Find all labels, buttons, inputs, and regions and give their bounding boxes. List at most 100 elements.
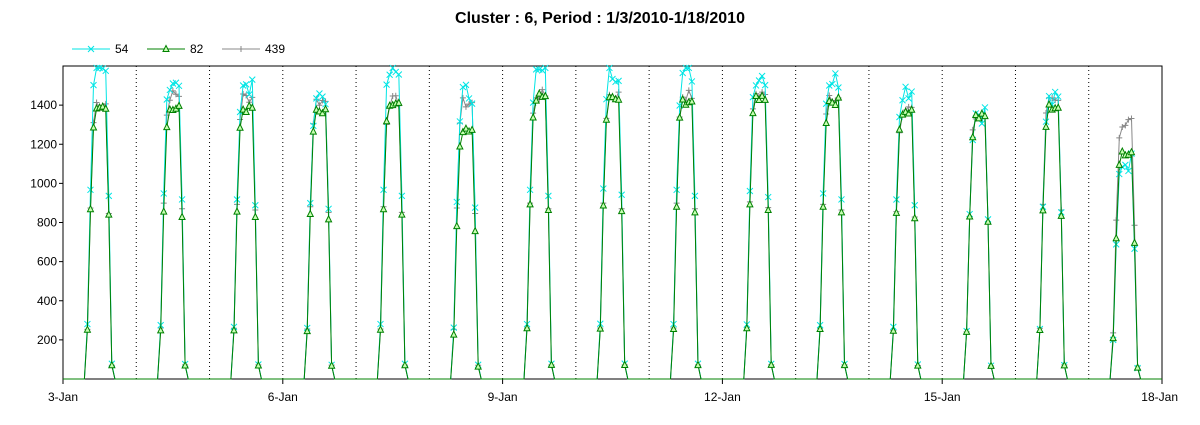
data-point [382, 116, 391, 125]
data-point [541, 91, 550, 100]
data-point [1042, 118, 1050, 126]
x-tick-label: 3-Jan [48, 390, 78, 404]
data-point [752, 82, 760, 89]
data-point [819, 202, 827, 210]
data-point [471, 204, 479, 211]
data-point [526, 186, 534, 194]
data-point [532, 96, 540, 104]
data-point [474, 362, 482, 370]
data-point [602, 115, 611, 123]
data-point [1039, 205, 1047, 214]
data-point [606, 64, 613, 72]
data-point [764, 205, 773, 213]
data-point [462, 81, 470, 89]
data-point [761, 95, 769, 103]
data-point [1128, 115, 1135, 122]
data-point [907, 105, 916, 113]
data-point [835, 84, 842, 91]
data-point [822, 118, 831, 127]
data-point [1118, 146, 1127, 155]
data-point [1045, 99, 1053, 108]
data-point [1122, 161, 1129, 169]
data-point [547, 360, 556, 368]
data-point [322, 100, 329, 108]
data-point [831, 100, 840, 108]
data-point [913, 360, 922, 369]
x-tick-label: 18-Jan [1141, 390, 1178, 404]
data-point [968, 132, 977, 141]
data-point [615, 77, 622, 85]
data-point [83, 325, 92, 333]
data-point [248, 76, 256, 84]
data-point [159, 207, 168, 215]
data-point [394, 98, 403, 106]
data-point [685, 87, 692, 94]
data-point [175, 82, 183, 90]
data-point [1115, 160, 1124, 168]
data-point [691, 207, 699, 216]
data-point [156, 325, 165, 334]
data-point [981, 111, 989, 120]
data-point [1131, 222, 1138, 229]
data-point [672, 202, 681, 210]
x-tick-label: 9-Jan [488, 390, 518, 404]
data-point [678, 94, 687, 103]
x-tick-label: 6-Jan [268, 390, 298, 404]
data-point [1060, 360, 1069, 369]
data-point [617, 206, 626, 215]
series-line-54 [63, 66, 1162, 380]
x-tick-label: 12-Jan [704, 390, 741, 404]
data-point [1054, 93, 1062, 100]
data-point [752, 91, 760, 100]
data-point [529, 112, 537, 121]
plot-frame [62, 65, 1163, 380]
data-point [240, 90, 247, 97]
data-point [892, 208, 901, 216]
data-point [746, 199, 754, 208]
y-tick-label: 200 [37, 333, 57, 347]
data-point [1133, 363, 1142, 371]
data-point [93, 64, 100, 72]
data-point [90, 81, 97, 89]
data-point [908, 88, 916, 95]
data-point [459, 83, 467, 91]
data-point [535, 88, 544, 97]
data-point [834, 92, 843, 101]
data-point [828, 80, 836, 88]
data-point [99, 65, 107, 72]
data-point [1045, 92, 1053, 100]
data-point [321, 104, 330, 113]
data-point [987, 361, 995, 369]
data-point [233, 207, 241, 215]
y-tick-label: 400 [37, 294, 57, 308]
data-point [303, 326, 312, 335]
data-point [313, 95, 320, 102]
y-tick-label: 600 [37, 255, 57, 269]
data-point [236, 123, 244, 131]
data-point [401, 360, 409, 369]
data-point [162, 122, 171, 131]
data-point [89, 122, 98, 131]
data-point [682, 64, 690, 72]
data-point [761, 81, 769, 89]
data-point [319, 93, 326, 100]
data-point [105, 192, 113, 200]
x-tick-label: 15-Jan [924, 390, 961, 404]
data-point [468, 125, 476, 133]
data-point [471, 226, 479, 235]
data-point [984, 217, 992, 225]
data-point [108, 360, 116, 369]
data-point [755, 95, 763, 104]
data-point [523, 323, 531, 332]
data-point [539, 86, 546, 93]
data-point [379, 204, 388, 213]
data-point [1119, 124, 1126, 131]
data-point [758, 72, 766, 80]
data-point [840, 360, 849, 369]
data-point [1125, 167, 1132, 175]
y-tick-label: 800 [37, 216, 57, 230]
data-point [526, 199, 534, 208]
y-tick-label: 1400 [30, 98, 57, 112]
data-point [620, 360, 629, 369]
